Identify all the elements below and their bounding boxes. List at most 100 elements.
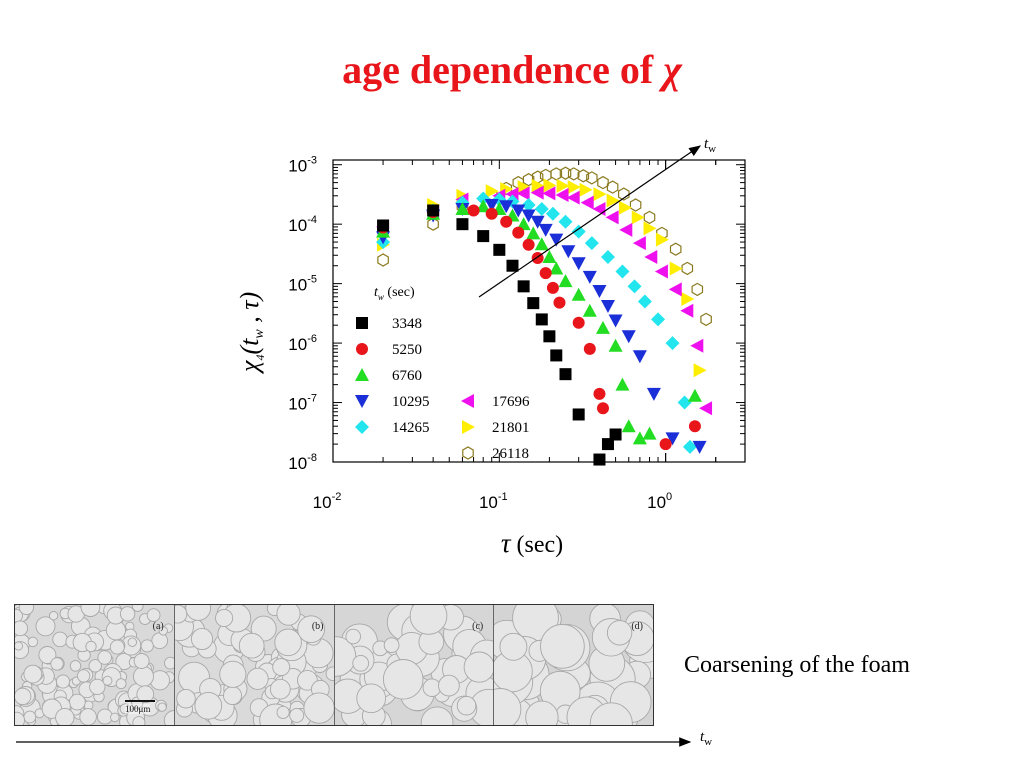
- legend-label-17696: 17696: [492, 394, 530, 410]
- data-point: [609, 428, 622, 441]
- data-point: [619, 200, 633, 215]
- data-point: [534, 201, 549, 216]
- panel-label-c: (c): [472, 621, 484, 632]
- data-point: [559, 368, 572, 381]
- foam-bubble: [164, 656, 174, 670]
- foam-bubble: [420, 706, 453, 725]
- data-point: [690, 338, 704, 353]
- series-14265: [376, 191, 697, 454]
- foam-bubble: [194, 691, 222, 720]
- data-point: [427, 217, 439, 231]
- data-point: [654, 264, 668, 279]
- y-tick-label: 10-4: [288, 214, 317, 235]
- data-point: [556, 178, 570, 193]
- foam-image-c: [334, 605, 494, 725]
- data-point: [665, 432, 680, 446]
- data-point: [593, 387, 606, 400]
- y-tick-label: 10-3: [288, 155, 317, 176]
- data-point: [427, 204, 440, 217]
- data-point: [687, 388, 702, 402]
- foam-bubble: [140, 639, 154, 653]
- data-point: [621, 419, 636, 433]
- data-point: [561, 245, 576, 259]
- foam-bubble: [163, 710, 174, 725]
- y-tick-label: 10-8: [288, 452, 317, 473]
- foam-bubble: [288, 707, 304, 723]
- data-point: [621, 330, 636, 344]
- foam-bubble: [119, 606, 136, 622]
- foam-bubble: [269, 678, 291, 700]
- foam-bubble: [109, 639, 125, 655]
- y-tick-label: 10-5: [288, 274, 317, 295]
- foam-bubble: [157, 702, 167, 712]
- bottom-arrow-label: tw: [700, 729, 712, 748]
- foam-bubble: [151, 632, 169, 650]
- data-point: [521, 209, 536, 223]
- data-point: [477, 230, 490, 243]
- foam-bubble: [110, 712, 120, 723]
- foam-bubble: [23, 664, 43, 684]
- data-point: [571, 287, 586, 301]
- foam-image-b: [174, 605, 334, 725]
- data-point: [608, 338, 623, 352]
- title-chi-symbol: χ: [663, 47, 682, 92]
- data-point: [593, 187, 607, 202]
- foam-bubble: [48, 611, 59, 621]
- data-point: [512, 226, 525, 239]
- tw-arrow-annotation: tw: [478, 136, 716, 298]
- foam-bubble: [80, 605, 101, 617]
- foam-bubble: [214, 608, 233, 628]
- chi4-chart: 10-2 10-1 100 10-3 10-4 10-5 10-6 10-7 10-8 tw (…: [235, 136, 746, 558]
- data-point: [571, 224, 586, 239]
- foam-bubble: [18, 605, 35, 615]
- legend-marker-10295: [355, 395, 369, 408]
- legend-label-14265: 14265: [392, 420, 430, 436]
- data-point: [377, 253, 389, 267]
- foam-bubble: [76, 669, 91, 683]
- data-point: [549, 261, 564, 275]
- data-point: [646, 387, 661, 401]
- foam-bubble: [494, 688, 522, 725]
- data-point: [550, 167, 563, 181]
- data-point: [606, 193, 620, 208]
- data-point: [485, 184, 499, 199]
- legend-marker-17696: [461, 394, 474, 408]
- legend-marker-6760: [355, 368, 369, 381]
- data-point: [542, 186, 556, 201]
- legend-label-3348: 3348: [392, 316, 422, 332]
- foam-bubble: [271, 658, 290, 677]
- data-point: [516, 217, 531, 231]
- foam-bubble: [97, 650, 112, 665]
- data-point: [550, 349, 563, 362]
- data-point: [467, 204, 480, 217]
- data-point: [592, 285, 607, 299]
- data-point: [577, 169, 590, 183]
- foam-bubble: [238, 632, 265, 659]
- slide-title: age dependence of χ: [0, 46, 1024, 94]
- data-point: [484, 199, 499, 213]
- data-point: [506, 259, 519, 272]
- data-point: [699, 401, 713, 416]
- legend-marker-14265: [355, 420, 369, 434]
- data-point: [596, 402, 609, 415]
- data-point: [593, 453, 606, 466]
- legend-label-5250: 5250: [392, 342, 422, 358]
- data-point: [534, 237, 549, 251]
- data-point: [631, 210, 645, 225]
- data-point: [693, 363, 707, 378]
- data-point: [677, 395, 692, 410]
- data-point: [545, 206, 560, 221]
- data-point: [643, 221, 657, 236]
- data-point: [632, 350, 647, 364]
- data-point: [517, 180, 531, 195]
- foam-bubble: [246, 667, 269, 690]
- foam-panel-c: (c): [334, 605, 495, 725]
- foam-bubble: [276, 705, 290, 719]
- foam-bubble: [119, 703, 131, 715]
- data-point: [567, 167, 580, 181]
- foam-bubble: [297, 615, 325, 644]
- foam-bubble: [383, 637, 399, 654]
- foam-bubble: [15, 711, 25, 725]
- foam-bubble: [351, 654, 369, 672]
- legend-marker-21801: [462, 420, 475, 434]
